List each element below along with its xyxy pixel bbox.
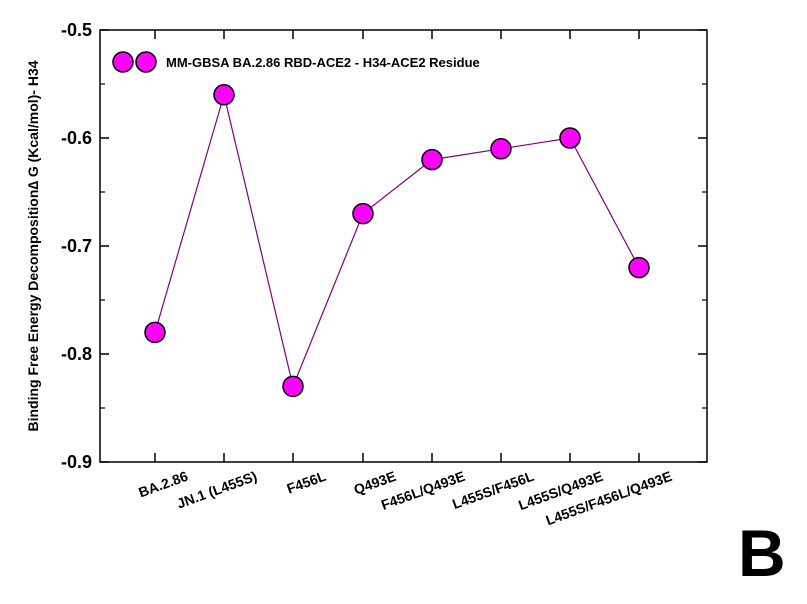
- x-tick-label: JN.1 (L455S): [175, 468, 259, 512]
- y-tick-label: -0.9: [61, 452, 92, 472]
- y-tick-label: -0.6: [61, 128, 92, 148]
- legend-label: MM-GBSA BA.2.86 RBD-ACE2 - H34-ACE2 Resi…: [166, 55, 480, 70]
- data-point: [421, 148, 443, 171]
- series-line: [154, 92, 640, 389]
- data-point: [490, 138, 512, 160]
- panel-label: B: [738, 516, 786, 590]
- y-axis-label: Binding Free Energy Decomposition∆ G (Kc…: [25, 60, 41, 431]
- x-tick-label: F456L: [285, 468, 329, 497]
- legend-marker: [135, 51, 157, 73]
- data-point: [213, 84, 235, 106]
- series-layer: [144, 84, 650, 398]
- data-point: [282, 375, 304, 398]
- y-tick-label: -0.8: [61, 344, 92, 364]
- data-point: [628, 256, 650, 279]
- plot-frame: [99, 29, 708, 463]
- legend: MM-GBSA BA.2.86 RBD-ACE2 - H34-ACE2 Resi…: [112, 51, 480, 73]
- data-point: [559, 127, 581, 149]
- legend-marker: [112, 51, 134, 73]
- data-point: [144, 321, 166, 344]
- y-tick-label: -0.7: [61, 236, 92, 256]
- data-point: [352, 202, 374, 225]
- y-tick-label: -0.5: [61, 20, 92, 40]
